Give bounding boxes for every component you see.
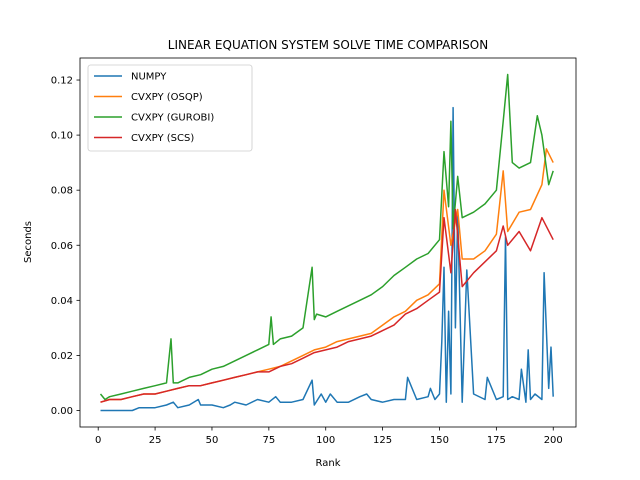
legend-label: NUMPY xyxy=(131,72,167,83)
y-tick-label: 0.12 xyxy=(51,76,73,87)
series-line-1 xyxy=(100,106,554,412)
x-axis-label: Rank xyxy=(316,458,341,469)
x-tick-label: 125 xyxy=(373,435,392,446)
chart-title: LINEAR EQUATION SYSTEM SOLVE TIME COMPAR… xyxy=(168,38,488,52)
series-line-3 xyxy=(99,73,554,401)
legend-label: CVXPY (GUROBI) xyxy=(131,113,214,124)
series-line-4 xyxy=(100,208,554,403)
x-tick-label: 50 xyxy=(206,435,219,446)
legend-label: CVXPY (SCS) xyxy=(131,133,194,144)
x-tick-label: 100 xyxy=(316,435,335,446)
y-tick-label: 0.06 xyxy=(51,241,73,252)
y-tick-label: 0.04 xyxy=(51,296,73,307)
x-tick-label: 150 xyxy=(430,435,449,446)
legend-box xyxy=(87,64,253,152)
y-tick-label: 0.02 xyxy=(51,351,73,362)
y-tick-label: 0.08 xyxy=(51,186,73,197)
series-group xyxy=(99,73,554,412)
plot-area: 0 25 50 75 100 125 150 175 200 0.00 0.02 0.04 0.06 0.… xyxy=(51,57,577,446)
x-tick-label: 175 xyxy=(487,435,506,446)
x-tick-label: 25 xyxy=(149,435,162,446)
legend: NUMPY CVXPY (OSQP) CVXPY (GUROBI) CVXPY (SC… xyxy=(87,64,253,152)
axes-frame xyxy=(79,57,577,428)
x-tick-label: 0 xyxy=(95,435,101,446)
legend-label: CVXPY (OSQP) xyxy=(131,92,203,103)
x-tick-label: 200 xyxy=(544,435,563,446)
y-tick-label: 0.00 xyxy=(51,406,73,417)
x-tick-label: 75 xyxy=(262,435,275,446)
y-tick-label: 0.10 xyxy=(51,131,73,142)
y-axis-label: Seconds xyxy=(23,221,34,263)
